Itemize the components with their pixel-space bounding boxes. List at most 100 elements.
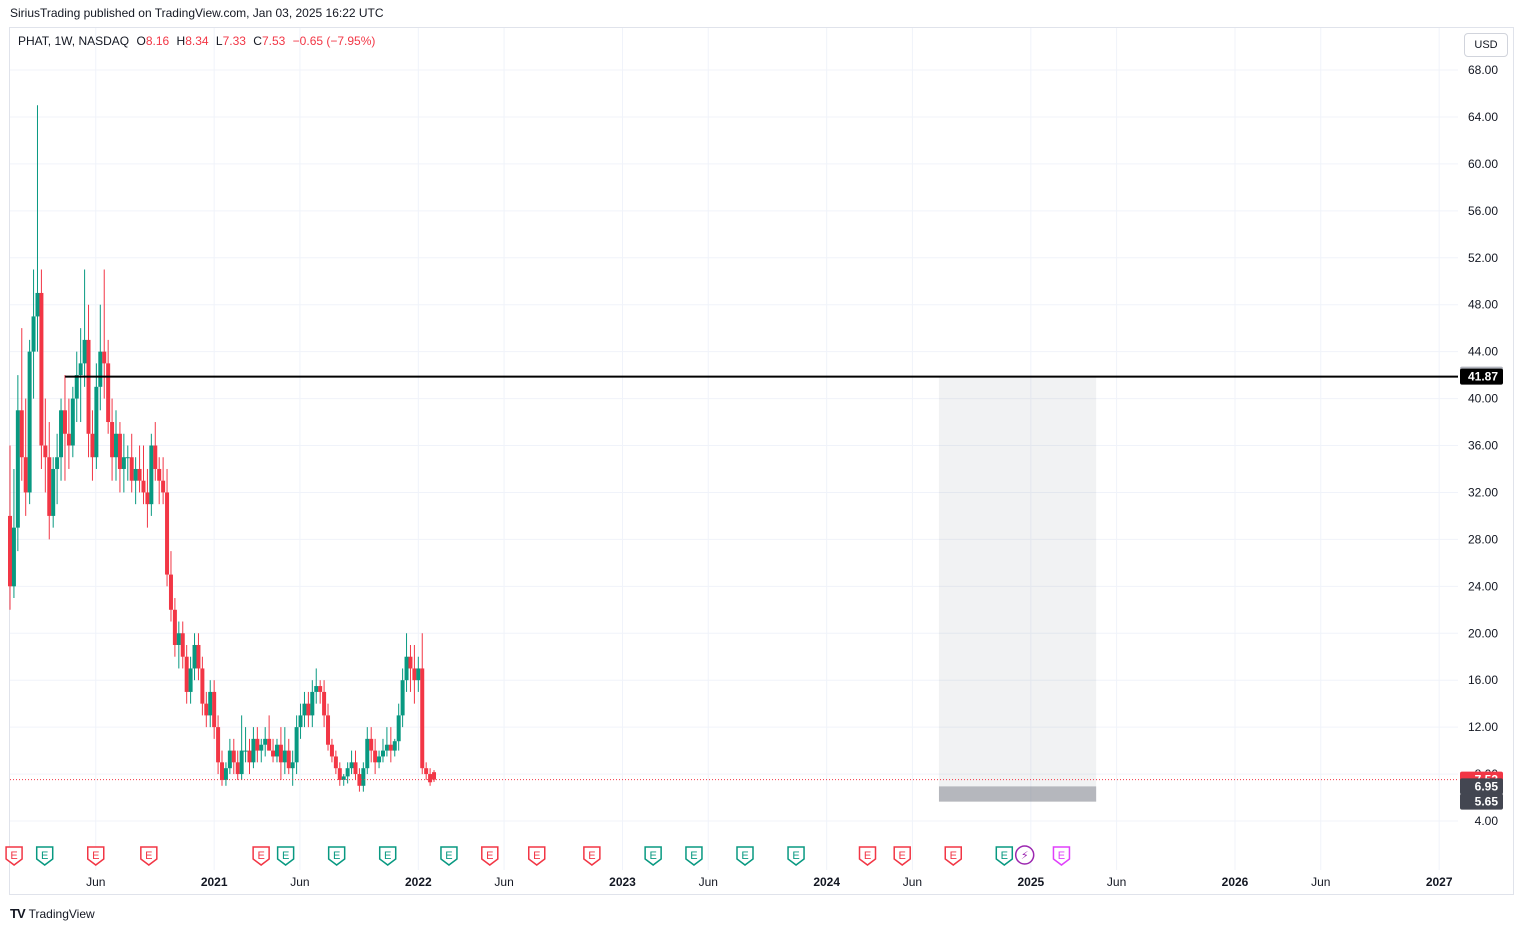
earnings-marker[interactable]: E [378,846,397,866]
candle-body [212,691,217,728]
candle-body [412,668,417,681]
candle-body [337,768,342,780]
candle-body [11,527,16,587]
candle-body [157,468,162,481]
candle [223,762,228,786]
change-value: −0.65 (−7.95%) [292,34,376,48]
candle-body [200,668,205,704]
candle [82,269,87,387]
earnings-marker[interactable]: E [583,846,601,866]
candle-body [208,691,213,716]
earnings-label: E [792,850,799,862]
earnings-marker[interactable]: E [787,846,805,866]
target-zone [938,376,1097,787]
earnings-marker[interactable]: E [276,846,295,866]
candle-body [47,457,52,516]
earnings-marker[interactable]: E [140,846,158,866]
candle-body [117,433,122,469]
candle [157,457,162,505]
candle-body [19,410,24,458]
earnings-marker[interactable]: E [35,846,54,866]
earnings-marker[interactable]: E [5,846,23,866]
y-tick-label: 44.00 [1468,345,1498,359]
candle-body [35,292,40,317]
candle-body [259,744,264,751]
candle-body [341,776,346,780]
tradingview-brand[interactable]: TV TradingView [10,906,95,921]
time-axis: Jun 2021 Jun 2022 Jun 2023 Jun 2024 Jun 2025 Jun 20… [86,875,1453,889]
candle [200,656,205,716]
candle-body [384,744,389,751]
candle [176,621,181,669]
candle-body [392,741,397,751]
earnings-marker[interactable]: ⚡ [1014,845,1035,865]
candle-body [78,363,83,376]
earnings-marker[interactable]: E [858,846,877,866]
candle-body [137,468,142,481]
candle-body [428,774,433,783]
candle [302,691,307,728]
candle-body [267,738,272,751]
candle-body [322,691,327,716]
earnings-marker[interactable]: E [481,846,499,866]
candle-body [404,656,409,681]
earnings-icon [481,846,499,866]
candle [204,691,209,728]
candle [188,656,193,704]
candle [243,727,248,763]
candle [361,762,366,792]
x-tick-label: 2021 [201,875,228,889]
earnings-marker[interactable]: E [440,846,458,866]
candle [400,668,405,728]
earnings-icon [583,846,601,866]
candle [388,727,393,763]
earnings-label: E [588,850,595,862]
candle-body [377,756,382,763]
brand-name: TradingView [28,906,95,921]
earnings-icon [252,846,270,866]
candle-body [51,468,56,516]
currency-button[interactable]: USD [1464,33,1508,57]
earnings-label: E [282,850,289,862]
candle [282,727,287,775]
candle [365,727,370,775]
earnings-label: E [950,850,957,862]
candle [349,750,354,775]
candle [141,445,146,505]
candle-body [43,445,48,458]
earnings-marker[interactable]: E [528,846,546,866]
earnings-icon [1052,846,1071,866]
candle [86,304,91,458]
candle [380,738,385,763]
line-price-label: 41.87 [1468,370,1498,384]
earnings-marker[interactable]: E [736,846,754,866]
earnings-marker[interactable]: E [1052,846,1071,866]
candle [70,386,75,458]
earnings-label: E [649,850,656,862]
candle [62,375,67,481]
x-tick-label: 2023 [609,875,636,889]
earnings-icon [440,846,458,866]
candle [66,398,71,469]
earnings-icon [944,846,962,866]
candle [117,422,122,493]
earnings-marker[interactable]: E [644,846,662,866]
earnings-marker[interactable]: E [893,846,911,866]
candle [39,269,44,469]
earnings-marker[interactable]: E [685,846,703,866]
candle-body [176,633,181,645]
earnings-marker[interactable]: E [944,846,962,866]
candle [318,680,323,704]
candle [231,738,236,775]
earnings-marker[interactable]: E [995,846,1014,866]
earnings-marker[interactable]: E [327,846,346,866]
candle [98,304,103,411]
earnings-marker[interactable]: E [87,846,105,866]
candle [396,703,401,751]
y-tick-label: 48.00 [1468,298,1498,312]
low-label: L [215,34,223,48]
candle-body [310,691,315,716]
earnings-marker[interactable]: E [252,846,270,866]
candle [235,750,240,780]
